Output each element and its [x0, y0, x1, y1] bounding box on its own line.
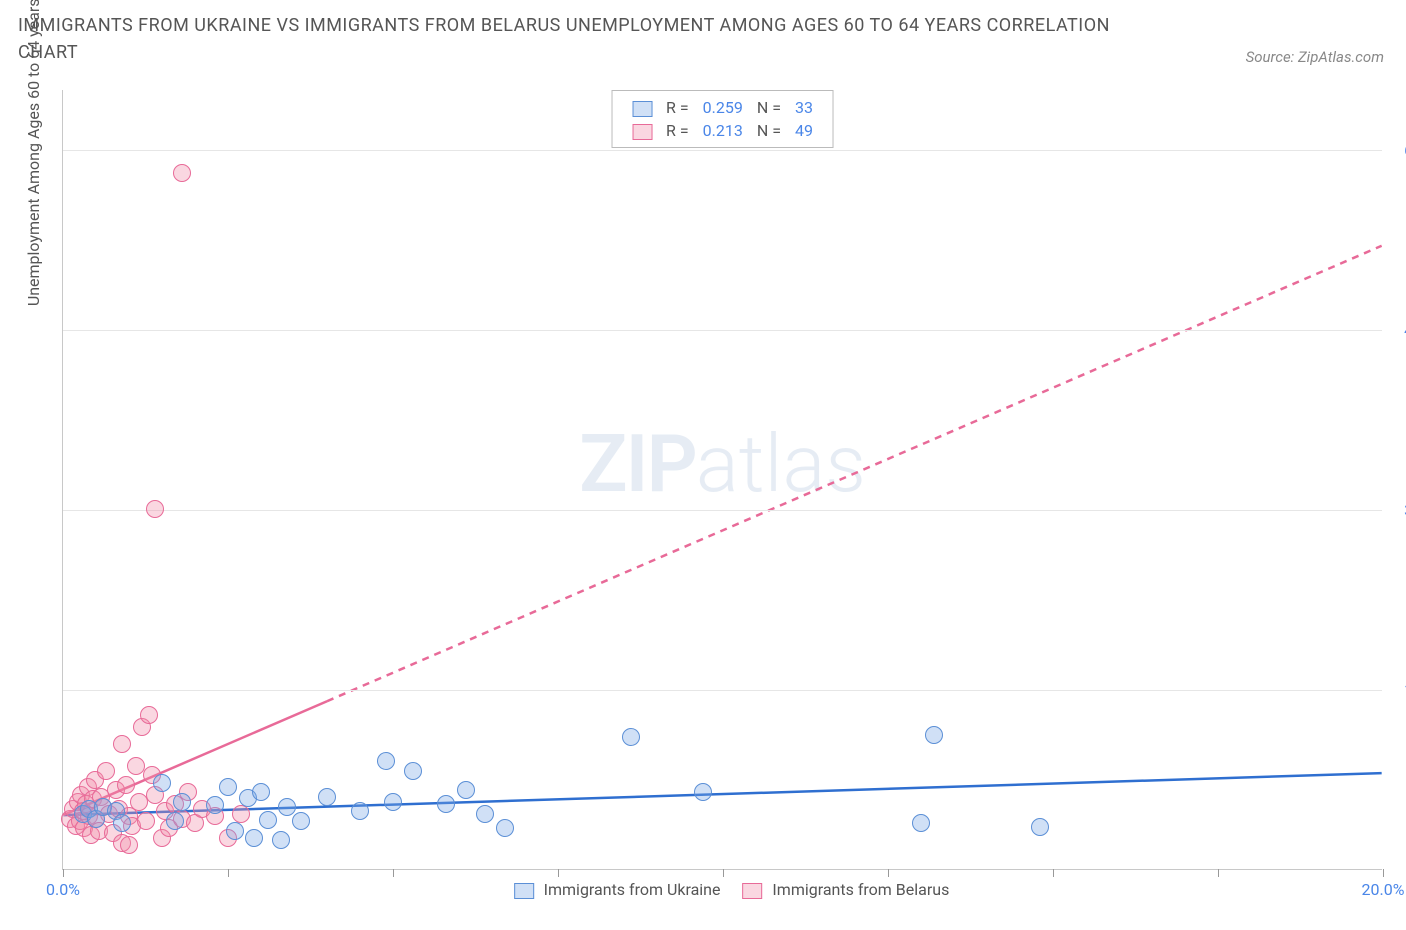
belarus-point	[140, 706, 158, 724]
belarus-point	[130, 793, 148, 811]
y-axis-label: Unemployment Among Ages 60 to 64 years	[24, 0, 43, 306]
ukraine-point	[153, 774, 171, 792]
legend-row-ukraine: R = 0.259 N = 33	[626, 97, 819, 118]
belarus-point	[137, 812, 155, 830]
belarus-n-value: 49	[789, 120, 819, 141]
grid-line	[63, 510, 1382, 511]
belarus-point	[173, 164, 191, 182]
x-tick	[1383, 869, 1384, 877]
n-label: N =	[751, 97, 787, 118]
belarus-series-label: Immigrants from Belarus	[772, 880, 949, 899]
ukraine-swatch-bottom	[514, 883, 534, 899]
ukraine-point	[912, 814, 930, 832]
ukraine-point	[694, 783, 712, 801]
ukraine-point	[622, 728, 640, 746]
belarus-point	[117, 776, 135, 794]
watermark-bold: ZIP	[579, 417, 696, 511]
ukraine-point	[278, 798, 296, 816]
ukraine-point	[437, 795, 455, 813]
x-tick	[1053, 869, 1054, 877]
ukraine-series-label: Immigrants from Ukraine	[544, 880, 721, 899]
x-tick	[228, 869, 229, 877]
series-legend: Immigrants from Ukraine Immigrants from …	[496, 880, 950, 899]
ukraine-point	[166, 812, 184, 830]
grid-line	[63, 330, 1382, 331]
x-tick	[723, 869, 724, 877]
ukraine-point	[457, 781, 475, 799]
x-tick	[1218, 869, 1219, 877]
ukraine-point	[496, 819, 514, 837]
belarus-r-value: 0.213	[697, 120, 749, 141]
trend-line	[327, 246, 1382, 701]
ukraine-n-value: 33	[789, 97, 819, 118]
belarus-point	[127, 757, 145, 775]
ukraine-point	[259, 811, 277, 829]
x-tick	[393, 869, 394, 877]
belarus-point	[113, 735, 131, 753]
ukraine-point	[318, 788, 336, 806]
r-label: R =	[660, 97, 695, 118]
ukraine-point	[1031, 818, 1049, 836]
ukraine-swatch	[632, 101, 652, 117]
belarus-point	[97, 762, 115, 780]
watermark-light: atlas	[696, 417, 866, 511]
x-tick	[888, 869, 889, 877]
ukraine-point	[206, 796, 224, 814]
belarus-swatch-bottom	[742, 883, 762, 899]
correlation-legend-box: R = 0.259 N = 33 R = 0.213 N = 49	[611, 90, 834, 148]
trend-lines-layer	[63, 90, 1382, 869]
ukraine-point	[113, 814, 131, 832]
ukraine-point	[219, 778, 237, 796]
ukraine-point	[272, 831, 290, 849]
source-attribution: Source: ZipAtlas.com	[1246, 48, 1384, 66]
ukraine-point	[377, 752, 395, 770]
grid-line	[63, 690, 1382, 691]
legend-row-belarus: R = 0.213 N = 49	[626, 120, 819, 141]
belarus-point	[232, 805, 250, 823]
n-label: N =	[751, 120, 787, 141]
ukraine-point	[476, 805, 494, 823]
belarus-swatch	[632, 124, 652, 140]
grid-line	[63, 150, 1382, 151]
ukraine-r-value: 0.259	[697, 97, 749, 118]
watermark: ZIPatlas	[579, 417, 866, 511]
ukraine-point	[245, 829, 263, 847]
ukraine-point	[226, 822, 244, 840]
ukraine-point	[404, 762, 422, 780]
x-tick	[558, 869, 559, 877]
belarus-point	[146, 500, 164, 518]
chart-plot-area: ZIPatlas R = 0.259 N = 33 R = 0.213 N = …	[62, 90, 1382, 870]
ukraine-point	[925, 726, 943, 744]
ukraine-point	[292, 812, 310, 830]
belarus-point	[120, 836, 138, 854]
ukraine-point	[173, 793, 191, 811]
ukraine-point	[384, 793, 402, 811]
ukraine-point	[252, 783, 270, 801]
chart-title: IMMIGRANTS FROM UKRAINE VS IMMIGRANTS FR…	[18, 12, 1118, 66]
ukraine-point	[351, 802, 369, 820]
r-label: R =	[660, 120, 695, 141]
x-tick-label: 0.0%	[46, 880, 80, 899]
x-tick-label: 20.0%	[1362, 880, 1405, 899]
x-tick	[63, 869, 64, 877]
